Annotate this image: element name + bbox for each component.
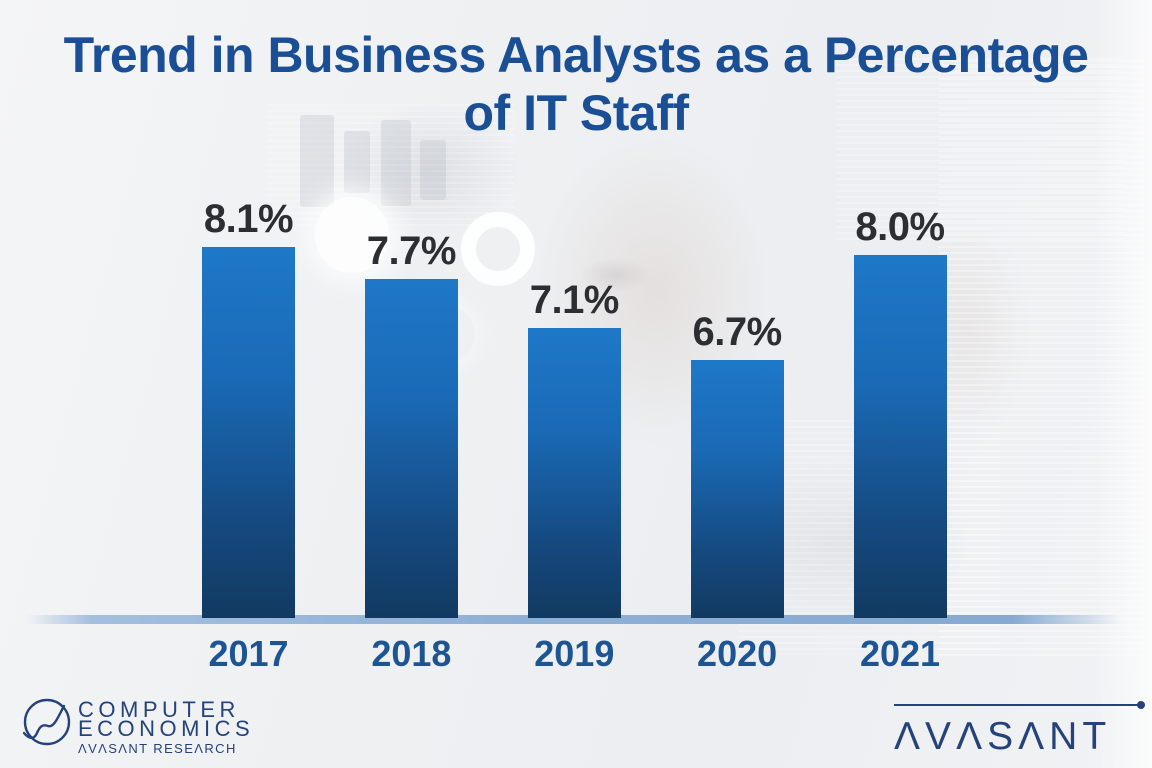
background-white-circle (315, 197, 389, 273)
computer-economics-wordmark: COMPUTER ECONOMICS ΛVΛSΛNT RESEΛRCH (78, 697, 255, 756)
x-axis-baseline (26, 615, 1122, 624)
bar-group-2018: 7.7% (364, 229, 458, 618)
bar-2021 (853, 255, 947, 618)
avasant-wordmark: ΛVΛSΛNT (894, 715, 1112, 758)
avasant-logo-dot-icon (1137, 701, 1145, 709)
background-block (381, 120, 411, 206)
bar-2019 (527, 328, 621, 618)
bar-2017 (202, 247, 295, 618)
computer-economics-logo: COMPUTER ECONOMICS ΛVΛSΛNT RESEΛRCH (22, 697, 254, 755)
ce-wordmark-line2: ECONOMICS (78, 716, 255, 741)
x-axis-label-2017: 2017 (208, 633, 289, 674)
background-block (300, 115, 334, 207)
background-white-ring (461, 212, 535, 286)
x-axis-label-2021: 2021 (859, 633, 941, 674)
bar-group-2019: 7.1% (527, 278, 621, 618)
background-streaks-top-right (836, 58, 1126, 243)
ce-wordmark-subline: ΛVΛSΛNT RESEΛRCH (78, 741, 237, 756)
avasant-logo: ΛVΛSΛNT (894, 701, 1145, 758)
x-axis-label-2020: 2020 (697, 633, 778, 674)
x-axis-label-2019: 2019 (534, 633, 615, 674)
chart-title: Trend in Business Analysts as a Percenta… (0, 26, 1152, 142)
background-block (344, 131, 370, 193)
background-block (420, 140, 446, 200)
chart-title-line2: of IT Staff (463, 85, 689, 141)
bar-value-label-2021: 8.0% (855, 205, 945, 249)
wave-circle-icon (22, 698, 71, 746)
bar-group-2020: 6.7% (690, 310, 784, 618)
bar-value-label-2020: 6.7% (692, 310, 783, 354)
chart-title-line1: Trend in Business Analysts as a Percenta… (63, 27, 1089, 83)
bar-group-2017: 8.1% (202, 199, 295, 618)
bar-2018 (364, 279, 458, 618)
background-streaks-top-left (268, 104, 514, 229)
background-right-glow (1092, 0, 1152, 768)
x-axis-label-2018: 2018 (371, 633, 452, 674)
bar-value-label-2019: 7.1% (529, 278, 620, 322)
bar-2020 (690, 360, 784, 618)
bar-value-label-2018: 7.7% (366, 229, 457, 273)
avasant-logo-rule (894, 701, 1145, 709)
ce-wordmark-line1: COMPUTER (78, 697, 240, 722)
bar-group-2021: 8.0% (853, 205, 947, 618)
bar-value-label-2017: 8.1% (203, 197, 294, 241)
